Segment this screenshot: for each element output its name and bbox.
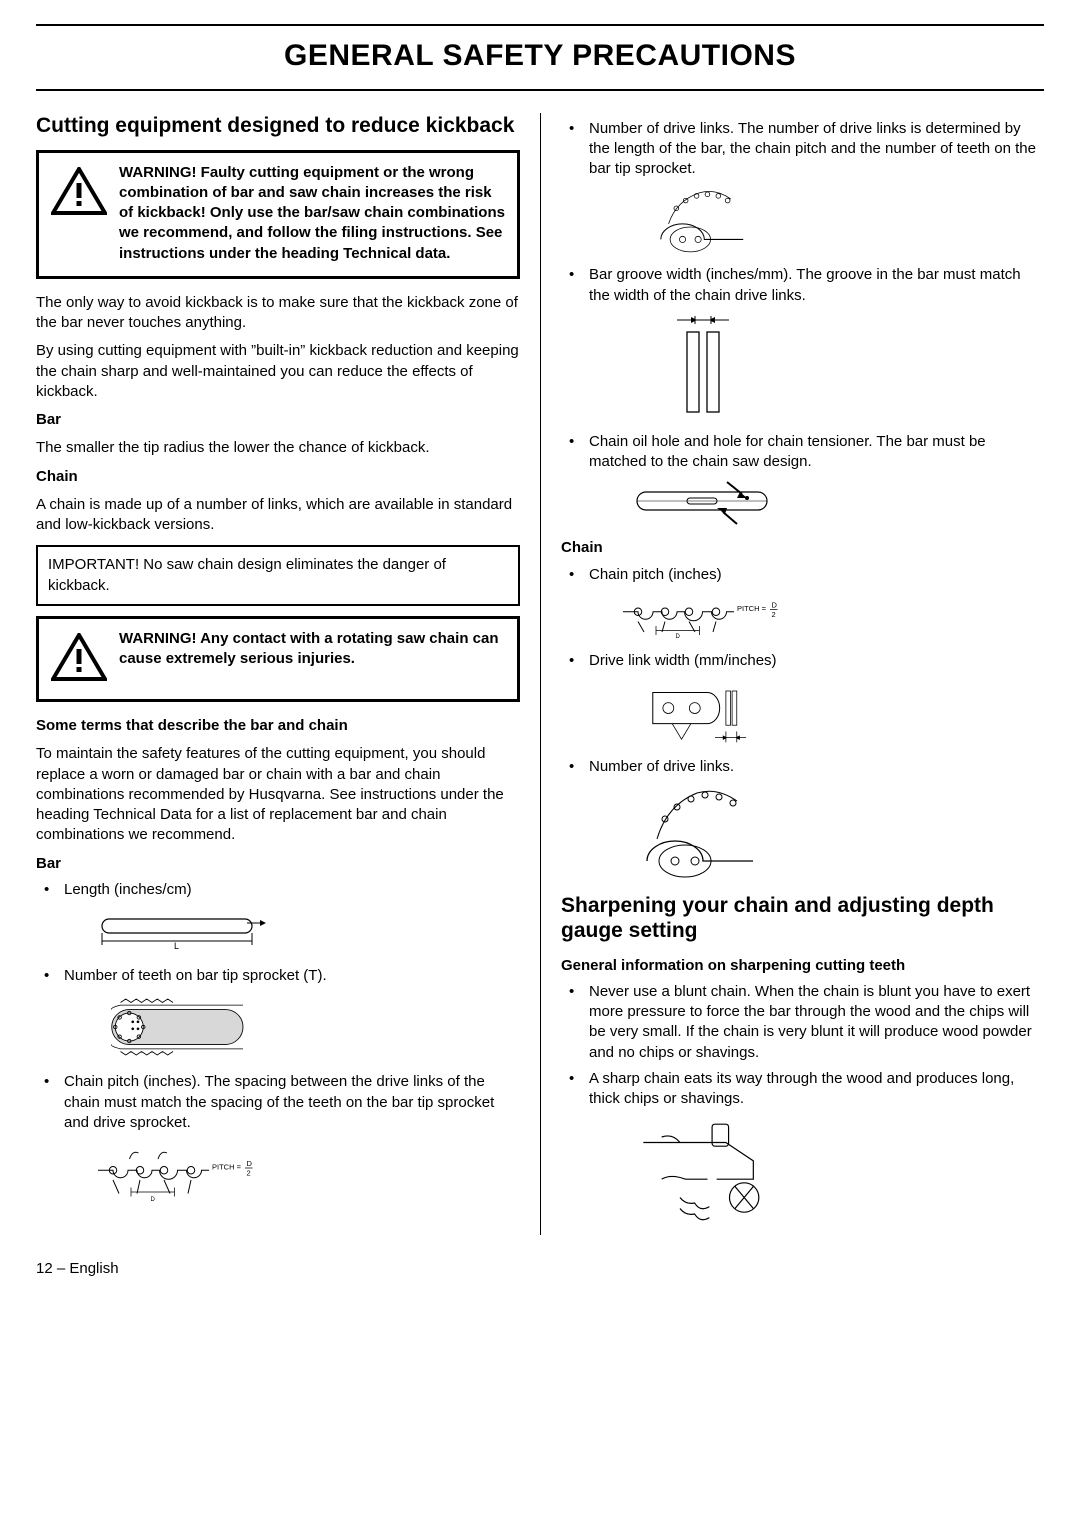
- length-diagram: L: [92, 906, 272, 956]
- important-box: IMPORTANT! No saw chain design eliminate…: [36, 545, 520, 606]
- warning-text-1: WARNING! Faulty cutting equipment or the…: [119, 163, 505, 264]
- warning-icon: [51, 629, 107, 687]
- left-column: Cutting equipment designed to reduce kic…: [36, 113, 540, 1236]
- right-chain-label: Chain: [561, 538, 1044, 558]
- oil-hole-diagram: [617, 478, 797, 528]
- warning-box-1: WARNING! Faulty cutting equipment or the…: [36, 150, 520, 279]
- list-item: Number of drive links. The number of dri…: [561, 119, 1044, 256]
- svg-text:D: D: [676, 634, 681, 638]
- chain-p: A chain is made up of a number of links,…: [36, 495, 520, 536]
- content-columns: Cutting equipment designed to reduce kic…: [36, 113, 1044, 1236]
- bar2-label: Bar: [36, 854, 520, 874]
- sprocket-diagram: [92, 992, 272, 1062]
- svg-text:D: D: [247, 1159, 253, 1168]
- svg-text:2: 2: [772, 610, 776, 619]
- bar-bullet-2: Number of teeth on bar tip sprocket (T).: [64, 967, 327, 984]
- right-top-bullets: Number of drive links. The number of dri…: [561, 119, 1044, 529]
- svg-text:D: D: [151, 1197, 156, 1203]
- warning-icon: [51, 163, 107, 221]
- right-b1: Number of drive links. The number of dri…: [589, 120, 1036, 178]
- sharpen-bullet-list: Never use a blunt chain. When the chain …: [561, 982, 1044, 1226]
- chain-label: Chain: [36, 467, 520, 487]
- svg-text:2: 2: [247, 1169, 251, 1178]
- list-item: A sharp chain eats its way through the w…: [561, 1069, 1044, 1226]
- warning-text-2: WARNING! Any contact with a rotating saw…: [119, 629, 505, 670]
- groove-width-diagram: [617, 312, 797, 422]
- svg-text:PITCH =: PITCH =: [737, 604, 767, 613]
- bar-p: The smaller the tip radius the lower the…: [36, 438, 520, 458]
- sharpen-label: General information on sharpening cuttin…: [561, 956, 1044, 976]
- warning-box-2: WARNING! Any contact with a rotating saw…: [36, 616, 520, 702]
- list-item: Number of drive links.: [561, 757, 1044, 883]
- chain-b3: Number of drive links.: [589, 758, 734, 775]
- chain-b2: Drive link width (mm/inches): [589, 652, 777, 669]
- page-footer: 12 – English: [36, 1259, 1044, 1279]
- terms-label: Some terms that describe the bar and cha…: [36, 716, 520, 736]
- bar-bullet-1: Length (inches/cm): [64, 881, 192, 898]
- list-item: Chain pitch (inches) D PITCH = D: [561, 565, 1044, 641]
- important-text: IMPORTANT! No saw chain design eliminate…: [48, 556, 446, 593]
- num-drive-links-diagram: [617, 783, 797, 883]
- list-item: Chain pitch (inches). The spacing betwee…: [36, 1072, 520, 1209]
- drive-link-width-diagram: [617, 677, 797, 747]
- list-item: Chain oil hole and hole for chain tensio…: [561, 432, 1044, 529]
- svg-text:L: L: [174, 941, 179, 951]
- sharpen-b2: A sharp chain eats its way through the w…: [589, 1070, 1014, 1107]
- list-item: Length (inches/cm) L: [36, 880, 520, 956]
- drive-links-diagram: [617, 185, 797, 255]
- list-item: Drive link width (mm/inches): [561, 651, 1044, 747]
- svg-text:PITCH =: PITCH =: [212, 1163, 242, 1172]
- list-item: Never use a blunt chain. When the chain …: [561, 982, 1044, 1063]
- svg-text:D: D: [772, 601, 778, 610]
- list-item: Bar groove width (inches/mm). The groove…: [561, 265, 1044, 422]
- bar-bullet-list: Length (inches/cm) L Number of teeth on …: [36, 880, 520, 1209]
- chain-bullet-list: Chain pitch (inches) D PITCH = D: [561, 565, 1044, 884]
- left-p1: The only way to avoid kickback is to mak…: [36, 293, 520, 334]
- terms-p: To maintain the safety features of the c…: [36, 744, 520, 845]
- list-item: Number of teeth on bar tip sprocket (T).: [36, 966, 520, 1062]
- chain-pitch-diagram: D PITCH = D 2: [617, 591, 797, 641]
- right-b3: Chain oil hole and hole for chain tensio…: [589, 433, 986, 470]
- bar-bullet-3: Chain pitch (inches). The spacing betwee…: [64, 1073, 494, 1131]
- page-title: GENERAL SAFETY PRECAUTIONS: [36, 26, 1044, 91]
- left-p2: By using cutting equipment with ”built-i…: [36, 341, 520, 402]
- right-b2: Bar groove width (inches/mm). The groove…: [589, 266, 1021, 303]
- bar-label: Bar: [36, 410, 520, 430]
- sharpen-b1: Never use a blunt chain. When the chain …: [589, 983, 1032, 1061]
- left-section-title: Cutting equipment designed to reduce kic…: [36, 113, 520, 138]
- right-column: Number of drive links. The number of dri…: [540, 113, 1044, 1236]
- sharpen-section-title: Sharpening your chain and adjusting dept…: [561, 893, 1044, 943]
- pitch-diagram: D PITCH = D 2: [92, 1139, 272, 1209]
- chain-b1: Chain pitch (inches): [589, 566, 722, 583]
- sharp-chain-diagram: [617, 1115, 797, 1225]
